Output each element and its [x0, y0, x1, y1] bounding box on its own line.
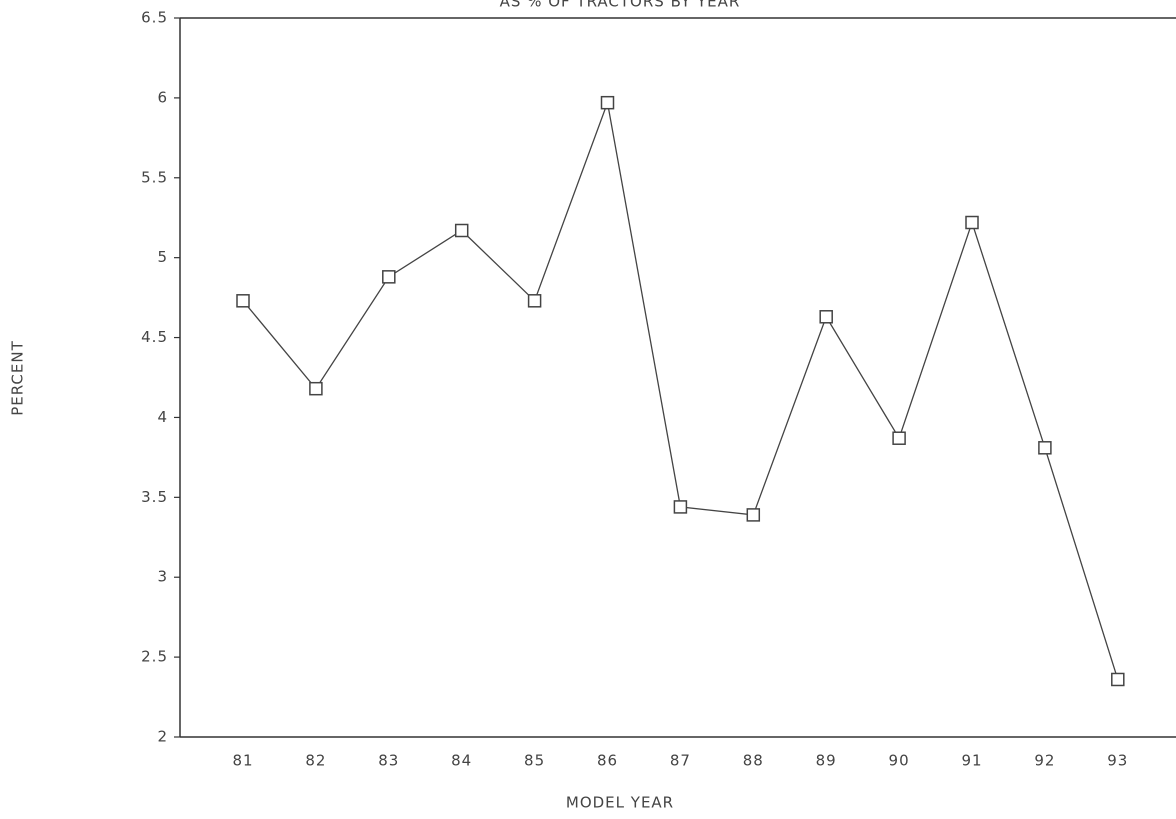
x-tick-label: 91: [961, 752, 982, 770]
marker: [673, 500, 688, 514]
marker: [600, 95, 615, 110]
y-tick-label: 4: [157, 408, 168, 426]
marker: [1111, 672, 1125, 687]
x-tick-label: 82: [305, 752, 326, 770]
x-tick-label: 86: [597, 752, 618, 770]
y-axis-label: PERCENT: [9, 340, 27, 416]
x-tick-label: 85: [524, 752, 545, 770]
marker: [527, 294, 542, 308]
y-tick-label: 3.5: [141, 488, 168, 506]
marker: [892, 431, 906, 445]
marker: [965, 215, 979, 230]
x-tick-label: 92: [1034, 752, 1055, 770]
marker: [746, 508, 761, 522]
chart-title: AS % OF TRACTORS BY YEAR: [500, 0, 741, 11]
line: [242, 100, 1119, 680]
y-tick-label: 5.5: [141, 168, 168, 186]
marker: [454, 223, 469, 238]
x-tick-label: 93: [1107, 752, 1128, 770]
x-tick-label: 89: [816, 752, 837, 770]
y-tick-label: 3: [157, 568, 168, 586]
y-tick-label: 5: [157, 248, 168, 266]
marker: [309, 381, 323, 396]
y-tick-label: 6: [157, 88, 168, 106]
x-tick-label: 81: [232, 752, 253, 770]
y-tick-label: 6.5: [141, 9, 168, 27]
x-tick-label: 84: [451, 752, 472, 770]
x-tick-label: 87: [670, 752, 691, 770]
marker: [819, 310, 833, 324]
y-tick-label: 2.5: [141, 648, 168, 666]
x-tick-label: 90: [889, 752, 910, 770]
y-tick-label: 4.5: [141, 328, 168, 346]
marker: [1038, 441, 1052, 455]
marker: [382, 270, 396, 284]
x-tick-label: 83: [378, 752, 399, 770]
x-tick-label: 88: [743, 752, 764, 770]
marker: [236, 294, 250, 308]
y-tick-label: 2: [157, 728, 168, 746]
x-axis-label: MODEL YEAR: [566, 794, 674, 812]
